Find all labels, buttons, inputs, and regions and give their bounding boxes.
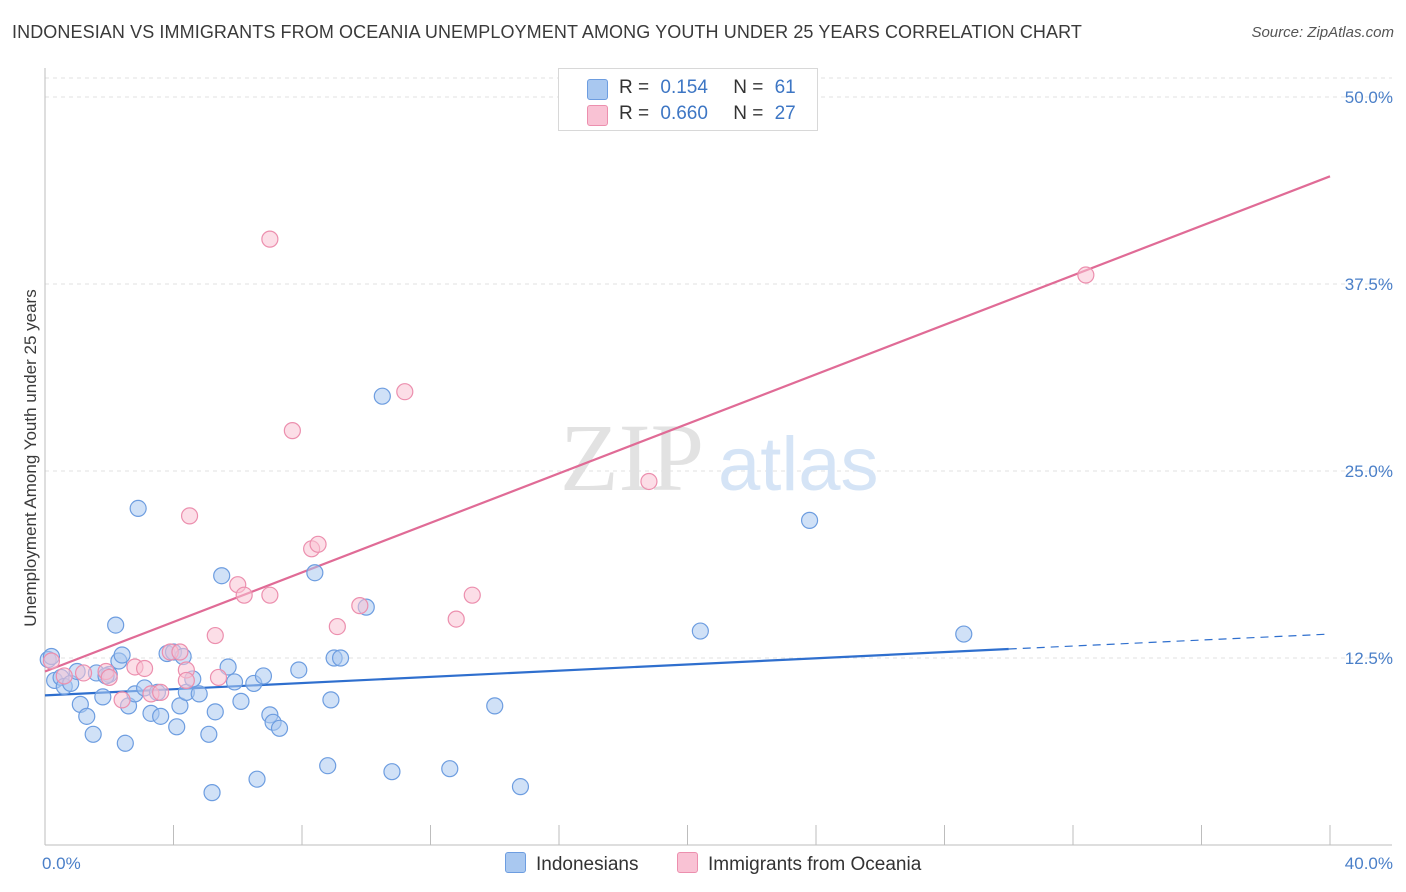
data-point bbox=[135, 659, 154, 678]
bottom-legend-indonesians: Indonesians bbox=[505, 852, 638, 876]
legend-n-value: 61 bbox=[774, 77, 796, 98]
watermark: ZIP atlas bbox=[560, 404, 879, 511]
data-point bbox=[84, 725, 102, 743]
data-point bbox=[306, 564, 324, 582]
data-point bbox=[486, 697, 504, 715]
data-point bbox=[800, 511, 819, 529]
legend-r-value: 0.660 bbox=[660, 103, 708, 124]
legend-swatch-oceania bbox=[587, 105, 608, 126]
data-point bbox=[55, 667, 73, 685]
data-point bbox=[209, 668, 228, 687]
x-tick-label: 40.0% bbox=[1345, 854, 1393, 873]
data-point bbox=[213, 567, 231, 585]
data-point bbox=[270, 719, 289, 737]
data-point bbox=[206, 703, 224, 721]
data-point bbox=[203, 784, 221, 802]
data-point bbox=[180, 507, 199, 525]
data-point bbox=[78, 707, 96, 725]
data-point bbox=[261, 586, 279, 604]
data-point bbox=[248, 770, 266, 788]
data-point bbox=[42, 652, 61, 670]
data-point bbox=[955, 625, 973, 643]
data-point bbox=[254, 667, 273, 685]
data-point bbox=[129, 499, 147, 517]
data-point bbox=[511, 778, 530, 796]
data-point bbox=[640, 472, 658, 491]
data-point bbox=[691, 622, 709, 640]
data-point bbox=[94, 688, 112, 706]
data-point bbox=[113, 691, 131, 709]
data-point bbox=[168, 718, 186, 736]
bottom-legend-oceania: Immigrants from Oceania bbox=[677, 852, 921, 876]
grid-lines bbox=[45, 77, 1392, 659]
data-point bbox=[74, 664, 93, 682]
data-point bbox=[225, 673, 244, 691]
data-point bbox=[1077, 266, 1095, 284]
data-point bbox=[351, 597, 369, 615]
legend-n-label: N = bbox=[733, 103, 764, 124]
legend-r-value: 0.154 bbox=[660, 77, 708, 98]
bottom-legend-label: Indonesians bbox=[536, 854, 639, 875]
x-tick-label: 0.0% bbox=[42, 854, 81, 873]
data-point bbox=[396, 383, 414, 401]
data-point bbox=[235, 586, 253, 604]
correlation-legend: R = 0.154 N = 61 R = 0.660 N = 27 bbox=[558, 68, 818, 131]
data-point bbox=[116, 734, 134, 752]
data-point bbox=[373, 387, 391, 405]
y-tick-label: 12.5% bbox=[1345, 649, 1393, 668]
data-point bbox=[322, 691, 340, 709]
trend-line-indonesians-extension bbox=[1008, 633, 1331, 650]
y-tick-label: 37.5% bbox=[1345, 275, 1393, 294]
data-point bbox=[309, 535, 327, 553]
data-point bbox=[152, 683, 170, 702]
data-point bbox=[463, 586, 481, 604]
data-point bbox=[113, 646, 131, 664]
data-point bbox=[290, 661, 308, 679]
data-point bbox=[383, 763, 401, 781]
data-point bbox=[190, 685, 208, 703]
y-axis-title: Unemployment Among Youth under 25 years bbox=[21, 289, 40, 626]
legend-n-label: N = bbox=[733, 77, 764, 98]
data-point bbox=[171, 643, 189, 661]
tick-labels: 12.5% 25.0% 37.5% 50.0% 0.0% 40.0% bbox=[42, 88, 1393, 873]
bottom-legend-swatch-oceania bbox=[677, 852, 698, 873]
data-point bbox=[200, 725, 218, 743]
data-point bbox=[283, 422, 301, 440]
data-point bbox=[319, 757, 337, 775]
trend-line-oceania bbox=[44, 175, 1331, 673]
watermark-zip: ZIP bbox=[560, 404, 704, 511]
data-point bbox=[441, 760, 459, 778]
chart-title: INDONESIAN VS IMMIGRANTS FROM OCEANIA UN… bbox=[12, 22, 1082, 42]
data-point bbox=[100, 668, 118, 687]
data-point bbox=[447, 610, 465, 628]
data-point bbox=[261, 230, 279, 248]
data-point bbox=[177, 671, 195, 690]
legend-r-label: R = bbox=[619, 103, 650, 124]
data-point bbox=[206, 626, 224, 645]
data-point bbox=[328, 617, 346, 636]
legend-n-value: 27 bbox=[774, 103, 796, 124]
legend-swatch-indonesians bbox=[587, 79, 608, 100]
bottom-legend-label: Immigrants from Oceania bbox=[708, 854, 922, 875]
y-tick-label: 50.0% bbox=[1345, 88, 1393, 107]
y-tick-label: 25.0% bbox=[1345, 462, 1393, 481]
trend-lines bbox=[44, 175, 1331, 697]
data-point bbox=[107, 616, 125, 634]
data-point bbox=[331, 649, 350, 667]
series-oceania bbox=[42, 230, 1095, 709]
data-point bbox=[232, 692, 250, 710]
trend-line-indonesians bbox=[44, 647, 1009, 697]
legend-r-label: R = bbox=[619, 77, 650, 98]
source-credit: Source: ZipAtlas.com bbox=[1251, 24, 1394, 41]
watermark-atlas: atlas bbox=[718, 422, 879, 507]
data-points bbox=[39, 230, 1095, 802]
bottom-legend-swatch-indonesians bbox=[505, 852, 526, 873]
axes bbox=[44, 68, 1392, 846]
data-point bbox=[152, 707, 170, 725]
